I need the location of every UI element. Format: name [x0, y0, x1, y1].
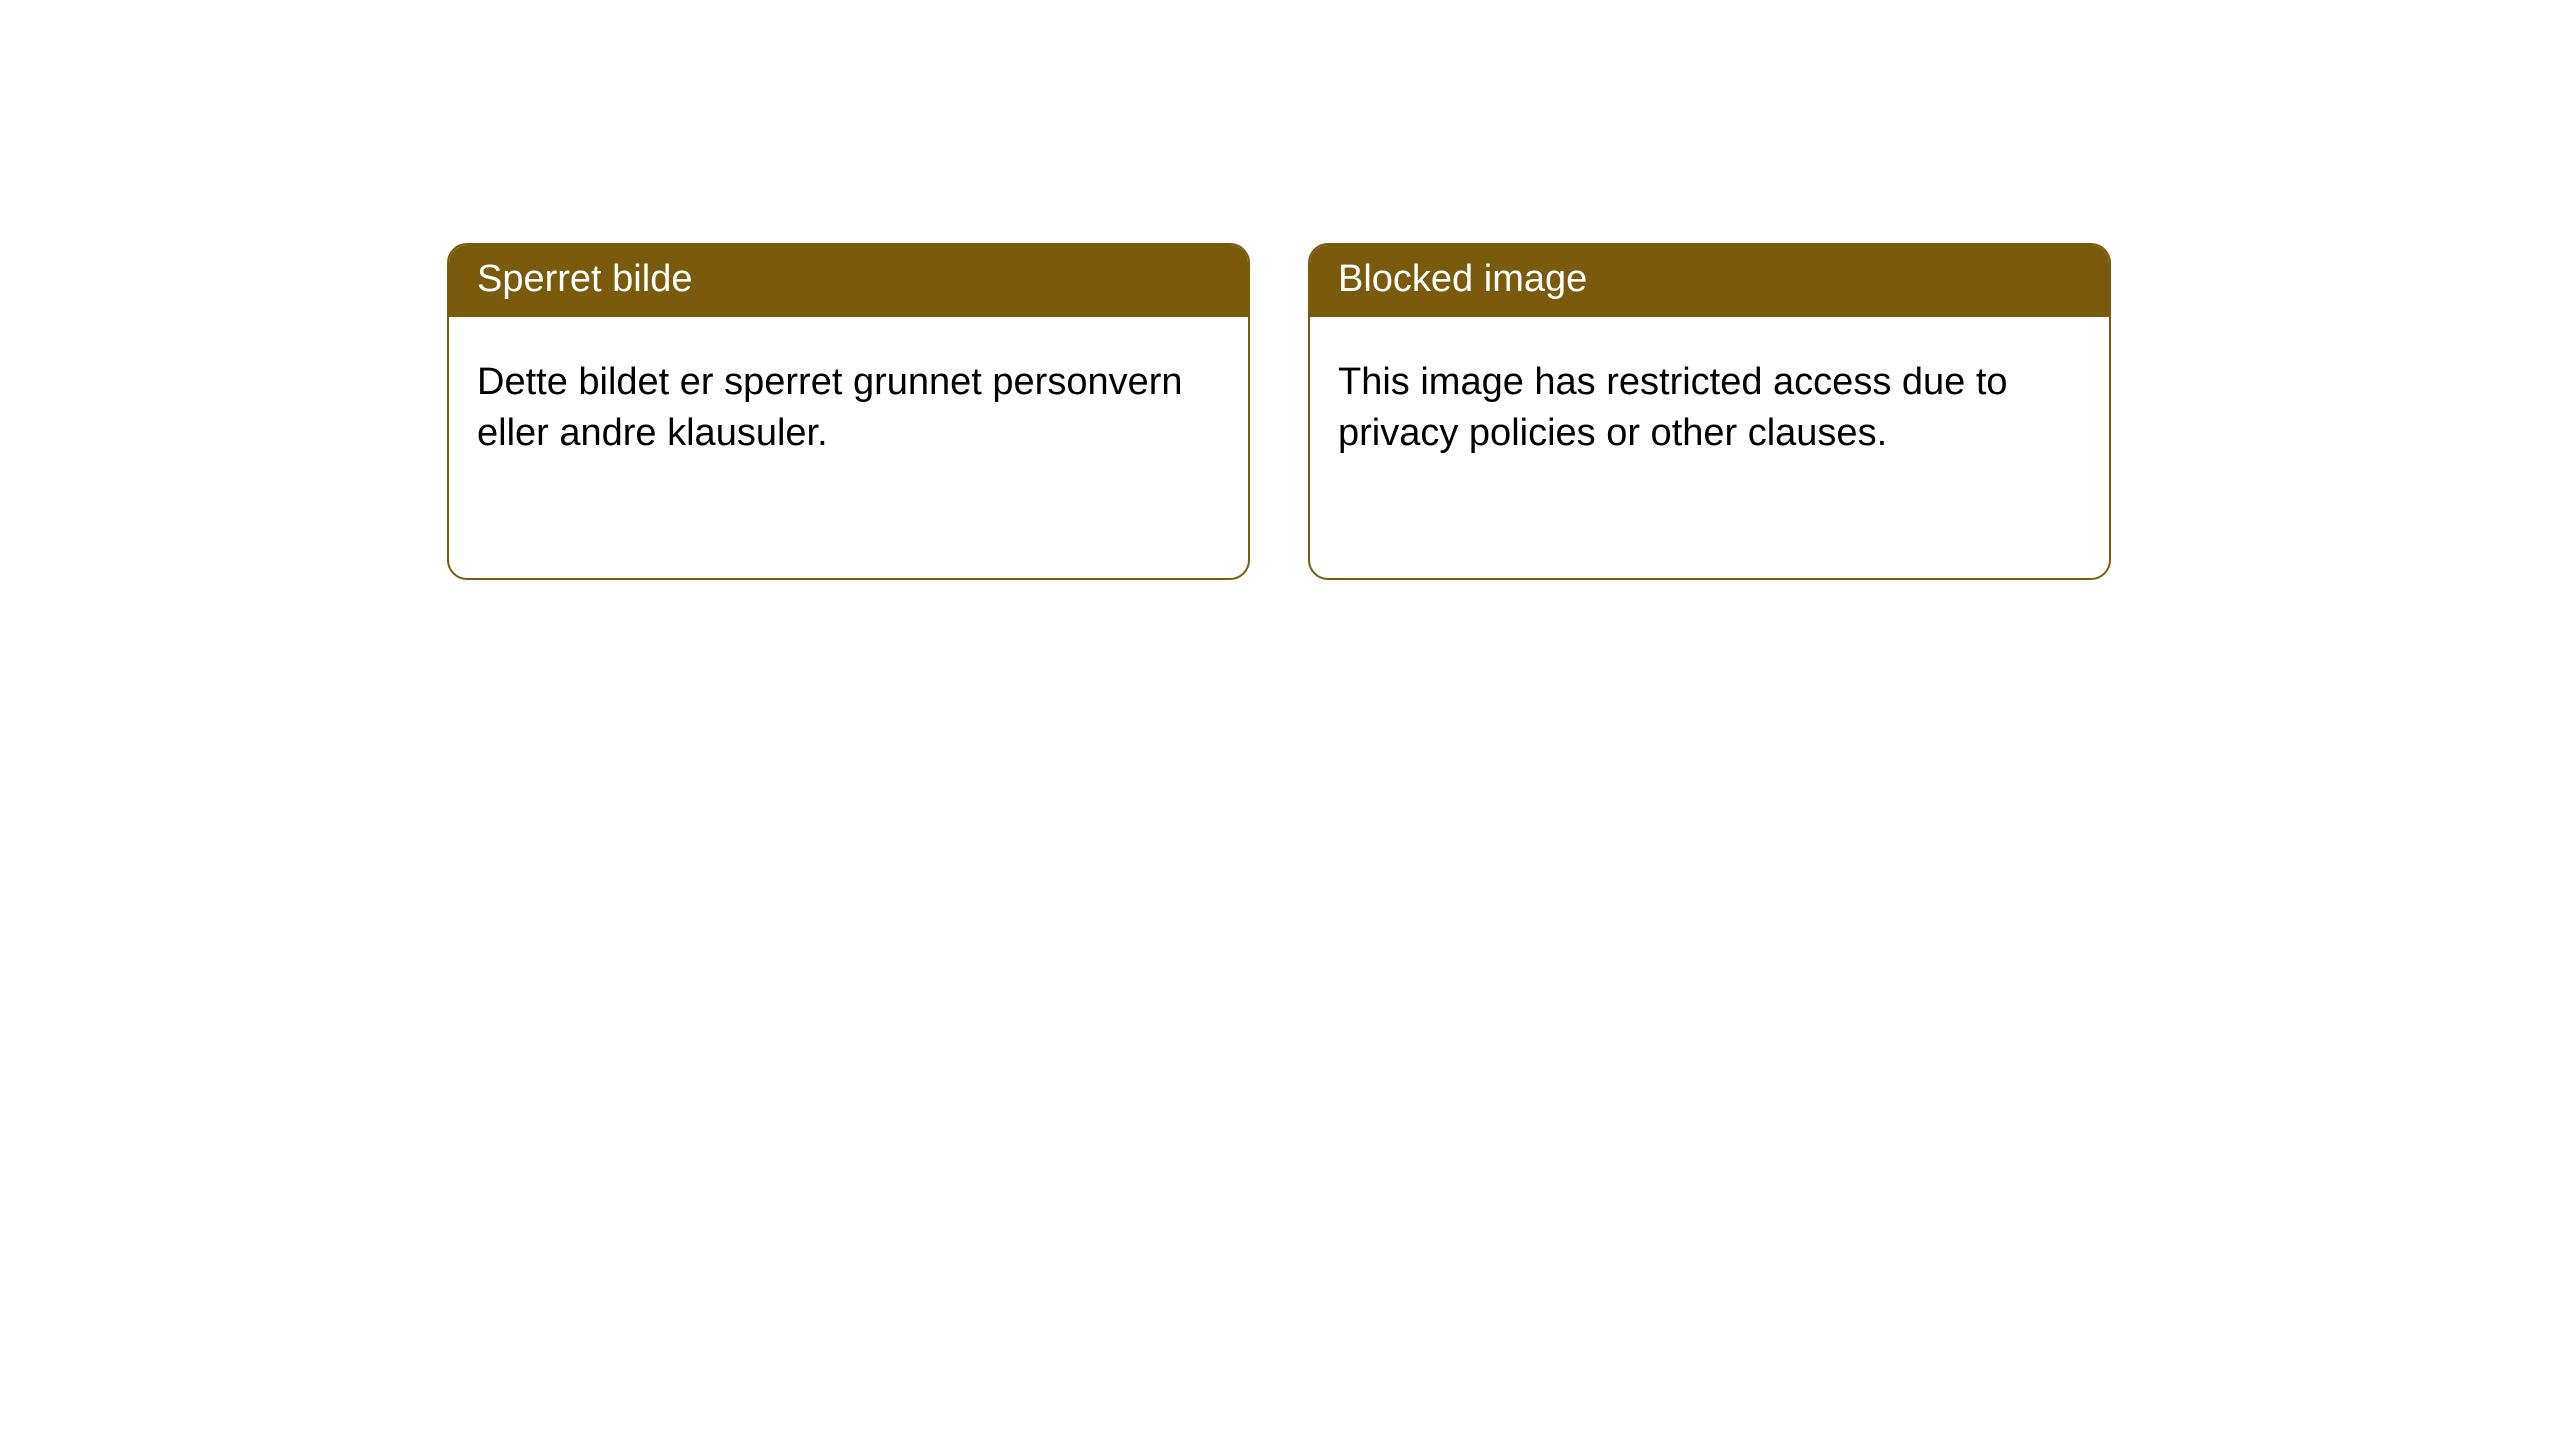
notice-card-english: Blocked image This image has restricted … — [1308, 243, 2111, 580]
notice-body-norwegian: Dette bildet er sperret grunnet personve… — [449, 317, 1248, 488]
notice-header-english: Blocked image — [1310, 245, 2109, 317]
notice-container: Sperret bilde Dette bildet er sperret gr… — [0, 0, 2560, 580]
notice-card-norwegian: Sperret bilde Dette bildet er sperret gr… — [447, 243, 1250, 580]
notice-header-norwegian: Sperret bilde — [449, 245, 1248, 317]
notice-body-english: This image has restricted access due to … — [1310, 317, 2109, 488]
